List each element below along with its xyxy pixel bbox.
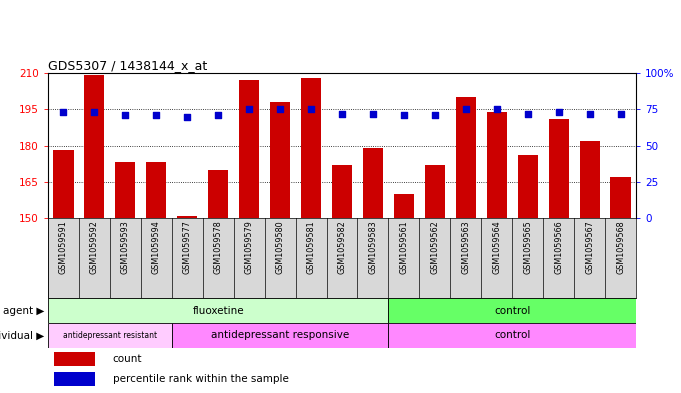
Bar	[388, 323, 636, 348]
Bar	[610, 177, 631, 218]
Point	[522, 110, 533, 117]
Text: fluoxetine: fluoxetine	[193, 305, 244, 316]
Bar	[394, 194, 414, 218]
Point	[460, 106, 471, 112]
Bar	[146, 162, 166, 218]
Bar	[332, 165, 352, 218]
Bar	[53, 151, 74, 218]
Point	[58, 109, 69, 115]
Text: GSM1059568: GSM1059568	[616, 220, 625, 274]
Text: GSM1059563: GSM1059563	[461, 220, 471, 274]
Text: GSM1059593: GSM1059593	[121, 220, 130, 274]
Text: antidepressant responsive: antidepressant responsive	[211, 331, 349, 340]
Text: GSM1059566: GSM1059566	[554, 220, 563, 274]
Text: GSM1059592: GSM1059592	[90, 220, 99, 274]
Text: percentile rank within the sample: percentile rank within the sample	[112, 374, 289, 384]
Point	[212, 112, 223, 118]
Bar	[388, 298, 636, 323]
Point	[430, 112, 441, 118]
Bar	[177, 216, 197, 218]
Text: GSM1059565: GSM1059565	[523, 220, 532, 274]
Bar	[54, 372, 95, 386]
Bar	[518, 155, 538, 218]
Bar	[363, 148, 383, 218]
Text: individual ▶: individual ▶	[0, 331, 44, 340]
Text: GSM1059577: GSM1059577	[183, 220, 192, 274]
Bar	[487, 112, 507, 218]
Bar	[208, 170, 228, 218]
Point	[120, 112, 131, 118]
Point	[584, 110, 595, 117]
Bar	[270, 102, 290, 218]
Text: GSM1059594: GSM1059594	[152, 220, 161, 274]
Text: control: control	[494, 331, 530, 340]
Bar	[239, 80, 259, 218]
Bar	[48, 298, 388, 323]
Bar	[115, 162, 136, 218]
Point	[368, 110, 379, 117]
Point	[336, 110, 347, 117]
Bar	[549, 119, 569, 218]
Point	[491, 106, 502, 112]
Point	[274, 106, 285, 112]
Text: GSM1059591: GSM1059591	[59, 220, 68, 274]
Bar	[48, 323, 172, 348]
Point	[306, 106, 317, 112]
Text: antidepressant resistant: antidepressant resistant	[63, 331, 157, 340]
Text: GSM1059583: GSM1059583	[368, 220, 377, 274]
Text: GSM1059579: GSM1059579	[244, 220, 253, 274]
Point	[151, 112, 162, 118]
Bar	[54, 352, 95, 366]
Text: GSM1059581: GSM1059581	[306, 220, 315, 274]
Point	[398, 112, 409, 118]
Bar	[580, 141, 600, 218]
Bar	[456, 97, 476, 218]
Text: agent ▶: agent ▶	[3, 305, 44, 316]
Bar	[301, 78, 321, 218]
Text: GSM1059578: GSM1059578	[214, 220, 223, 274]
Text: GSM1059567: GSM1059567	[585, 220, 594, 274]
Bar	[84, 75, 104, 218]
Text: GSM1059580: GSM1059580	[276, 220, 285, 274]
Bar	[425, 165, 445, 218]
Text: count: count	[112, 354, 142, 364]
Text: GDS5307 / 1438144_x_at: GDS5307 / 1438144_x_at	[48, 59, 207, 72]
Point	[89, 109, 100, 115]
Point	[615, 110, 626, 117]
Point	[244, 106, 255, 112]
Text: GSM1059582: GSM1059582	[338, 220, 347, 274]
Text: control: control	[494, 305, 530, 316]
Point	[553, 109, 564, 115]
Text: GSM1059562: GSM1059562	[430, 220, 439, 274]
Point	[182, 113, 193, 119]
Text: GSM1059564: GSM1059564	[492, 220, 501, 274]
Text: GSM1059561: GSM1059561	[399, 220, 409, 274]
Bar	[172, 323, 388, 348]
